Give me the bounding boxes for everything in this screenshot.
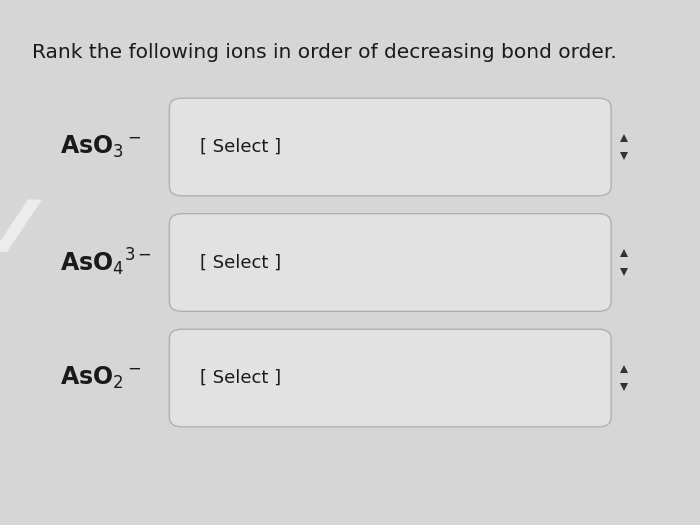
Text: AsO$_3$$^-$: AsO$_3$$^-$ bbox=[60, 134, 141, 160]
FancyBboxPatch shape bbox=[169, 98, 611, 196]
Text: AsO$_2$$^-$: AsO$_2$$^-$ bbox=[60, 365, 141, 391]
Text: [ Select ]: [ Select ] bbox=[199, 254, 281, 271]
Text: Rank the following ions in order of decreasing bond order.: Rank the following ions in order of decr… bbox=[32, 43, 616, 62]
FancyBboxPatch shape bbox=[169, 329, 611, 427]
Polygon shape bbox=[0, 200, 42, 252]
Text: [ Select ]: [ Select ] bbox=[199, 138, 281, 156]
Text: AsO$_4$$^{3-}$: AsO$_4$$^{3-}$ bbox=[60, 247, 151, 278]
Text: [ Select ]: [ Select ] bbox=[199, 369, 281, 387]
FancyBboxPatch shape bbox=[169, 214, 611, 311]
